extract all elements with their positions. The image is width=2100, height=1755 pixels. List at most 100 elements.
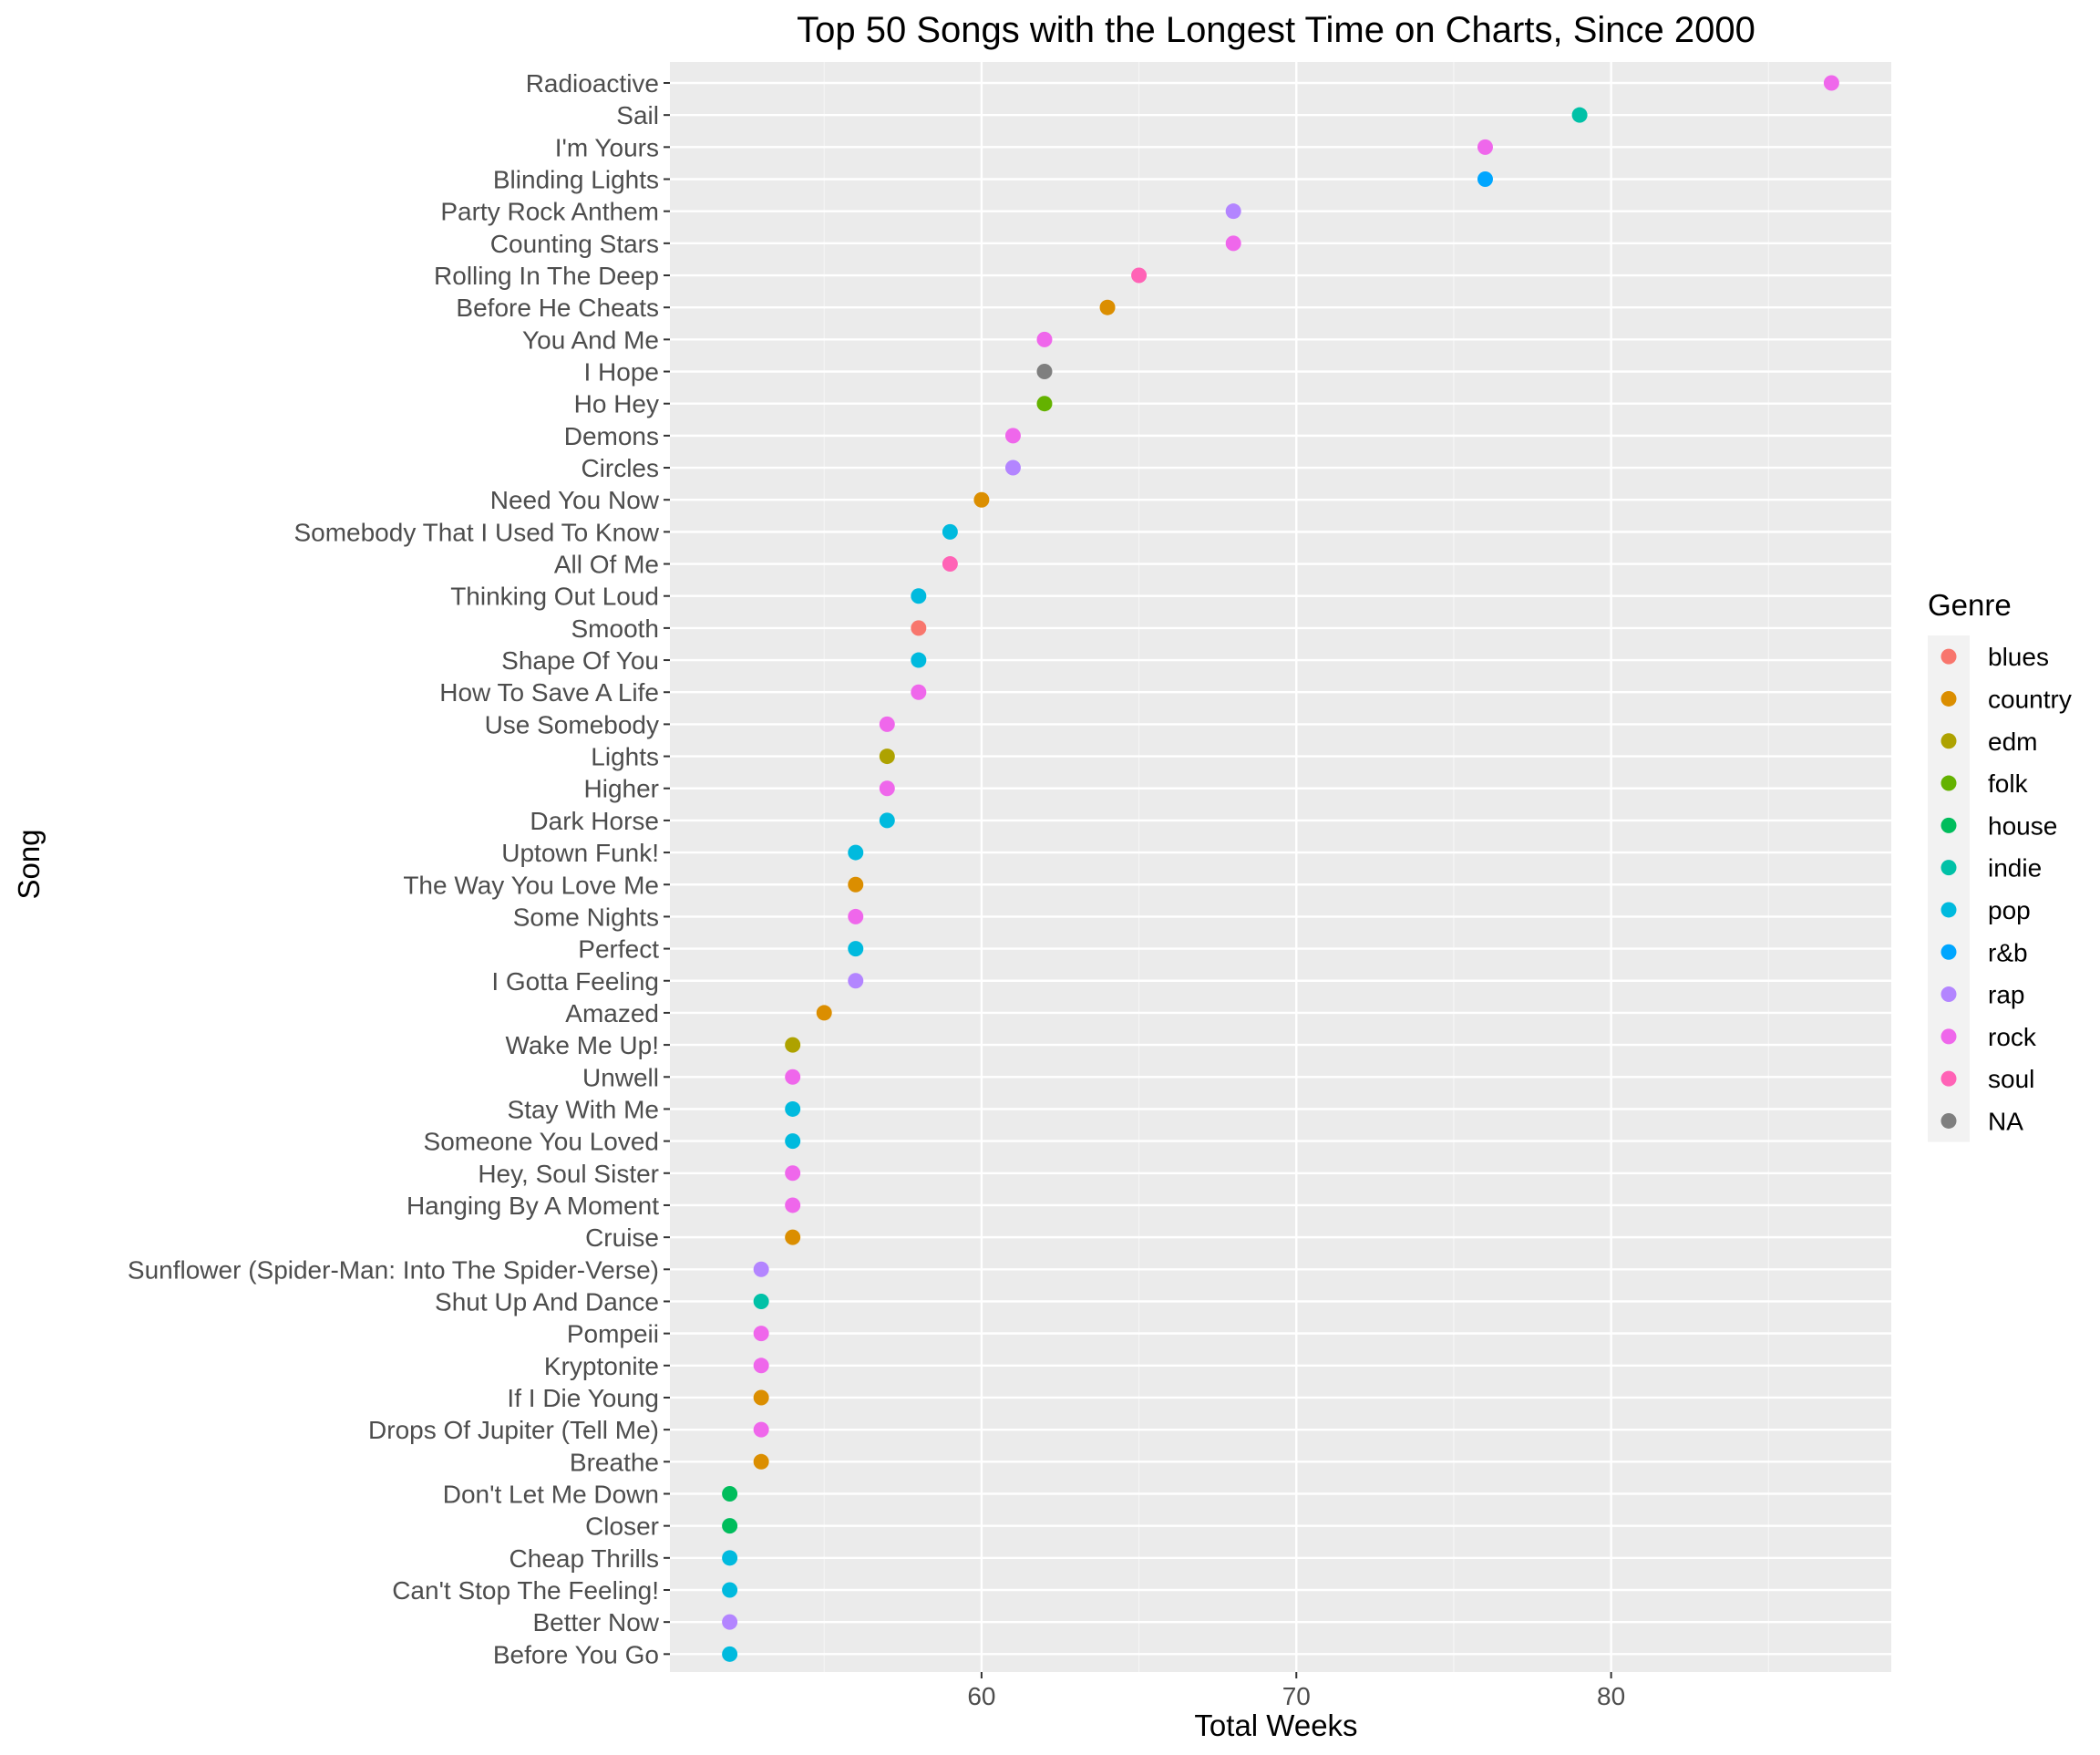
- panel-background: [670, 62, 1891, 1672]
- y-tick-label: Hey, Soul Sister: [478, 1160, 659, 1188]
- y-tick-label: Sail: [616, 101, 659, 129]
- data-point: [911, 652, 927, 668]
- y-tick-label: Unwell: [582, 1063, 659, 1091]
- y-axis-title: Song: [12, 829, 46, 899]
- data-point: [942, 523, 958, 540]
- y-tick-label: Ho Hey: [574, 390, 659, 418]
- data-point: [879, 716, 895, 732]
- y-tick-label: Closer: [585, 1512, 659, 1541]
- x-tick-label: 80: [1597, 1682, 1625, 1710]
- y-tick-label: Sunflower (Spider-Man: Into The Spider-V…: [128, 1255, 659, 1284]
- legend-key: [1940, 648, 1957, 665]
- legend-key: [1940, 733, 1957, 749]
- data-point: [722, 1485, 738, 1502]
- data-point: [1477, 139, 1493, 155]
- legend-key: [1940, 817, 1957, 833]
- data-point: [1823, 75, 1839, 91]
- x-axis-title: Total Weeks: [1194, 1709, 1357, 1742]
- y-tick-label: Drops Of Jupiter (Tell Me): [368, 1416, 659, 1444]
- y-tick-label: All Of Me: [554, 551, 659, 579]
- y-tick-label: Kryptonite: [544, 1352, 659, 1380]
- legend-key: [1940, 986, 1957, 1003]
- y-tick-label: Pompeii: [567, 1320, 659, 1348]
- chart-title: Top 50 Songs with the Longest Time on Ch…: [797, 10, 1755, 50]
- data-point: [848, 844, 864, 861]
- data-point: [785, 1229, 801, 1245]
- y-tick-label: How To Save A Life: [439, 678, 659, 707]
- y-tick-label: Cheap Thrills: [510, 1544, 659, 1573]
- plot-panel: [670, 62, 1891, 1672]
- y-tick-label: Some Nights: [513, 903, 659, 931]
- data-point: [1004, 459, 1021, 476]
- y-tick-label: Demons: [564, 422, 659, 450]
- y-tick-label: Shape Of You: [501, 646, 659, 675]
- data-point: [785, 1037, 801, 1053]
- data-point: [722, 1582, 738, 1598]
- data-point: [722, 1614, 738, 1630]
- legend-label: house: [1988, 811, 2057, 840]
- legend-key: [1940, 902, 1957, 918]
- y-tick-label: Can't Stop The Feeling!: [392, 1576, 659, 1605]
- y-tick-label: You And Me: [522, 325, 659, 354]
- legend-key: [1940, 690, 1957, 707]
- x-tick-labels: 60 70 80: [967, 1672, 1625, 1710]
- y-tick-label: Circles: [581, 454, 659, 482]
- data-point: [879, 748, 895, 765]
- y-tick-label: Radioactive: [526, 69, 659, 98]
- data-point: [879, 812, 895, 829]
- data-point: [911, 620, 927, 636]
- y-tick-label: Thinking Out Loud: [450, 583, 659, 611]
- y-tick-label: I Hope: [584, 358, 660, 387]
- y-tick-label: Perfect: [578, 935, 659, 964]
- y-tick-label: Need You Now: [490, 486, 660, 514]
- y-tick-label: Amazed: [565, 999, 659, 1027]
- data-point: [753, 1293, 769, 1309]
- y-tick-label: Someone You Loved: [424, 1128, 659, 1156]
- data-point: [785, 1068, 801, 1085]
- data-point: [1571, 107, 1588, 123]
- y-tick-label: Counting Stars: [490, 230, 659, 258]
- y-tick-label: Hanging By A Moment: [407, 1192, 659, 1220]
- legend-title: Genre: [1928, 588, 2012, 622]
- data-point: [911, 588, 927, 604]
- legend-label: r&b: [1988, 938, 2028, 966]
- data-point: [848, 973, 864, 989]
- data-point: [816, 1005, 832, 1021]
- legend-label: rock: [1988, 1023, 2037, 1051]
- data-point: [1004, 428, 1021, 444]
- data-point: [753, 1389, 769, 1406]
- data-point: [753, 1261, 769, 1277]
- y-tick-labels: Radioactive Sail I'm Yours Blinding Lights P…: [128, 69, 670, 1668]
- data-point: [848, 876, 864, 893]
- data-point: [753, 1358, 769, 1374]
- data-point: [1477, 171, 1493, 188]
- data-point: [1225, 203, 1241, 220]
- y-tick-label: The Way You Love Me: [403, 871, 659, 899]
- y-tick-label: Smooth: [571, 614, 660, 643]
- data-point: [1225, 235, 1241, 252]
- data-point: [879, 780, 895, 797]
- legend: Genre blues country edm folk house indie pop r&…: [1928, 588, 2072, 1142]
- data-point: [1036, 364, 1053, 380]
- y-tick-label: Cruise: [585, 1223, 659, 1252]
- legend-label: rap: [1988, 981, 2024, 1009]
- y-tick-label: Use Somebody: [485, 710, 659, 738]
- data-point: [785, 1133, 801, 1150]
- y-tick-label: Rolling In The Deep: [434, 262, 659, 290]
- legend-key: [1940, 1028, 1957, 1045]
- y-tick-label: Higher: [584, 775, 659, 803]
- legend-label: pop: [1988, 896, 2031, 924]
- data-point: [848, 941, 864, 957]
- legend-label: soul: [1988, 1065, 2034, 1093]
- y-tick-label: Before You Go: [493, 1640, 659, 1668]
- legend-label: NA: [1988, 1107, 2023, 1135]
- y-tick-label: Better Now: [533, 1608, 660, 1636]
- data-point: [911, 684, 927, 700]
- legend-key-background: [1928, 635, 1970, 1142]
- data-point: [753, 1421, 769, 1438]
- y-tick-label: Somebody That I Used To Know: [293, 518, 659, 546]
- legend-label: edm: [1988, 728, 2037, 756]
- legend-key: [1940, 1112, 1957, 1129]
